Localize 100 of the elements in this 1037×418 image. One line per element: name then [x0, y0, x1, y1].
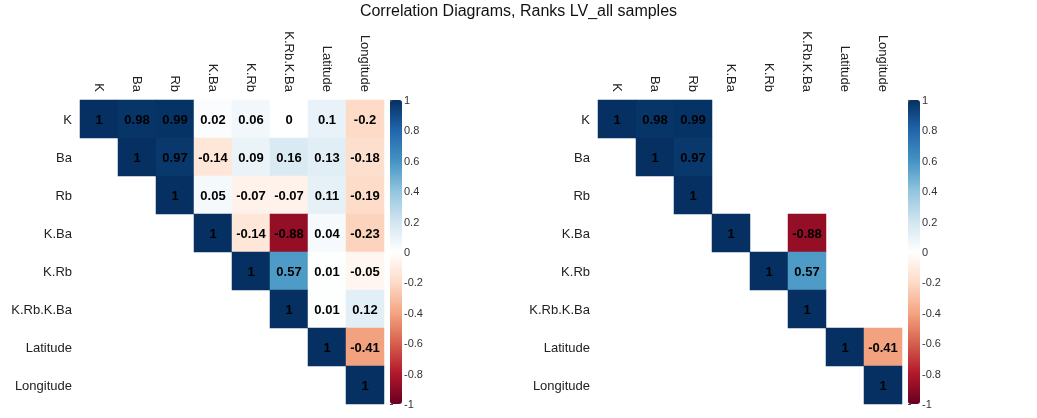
data-label: 0.98 — [642, 111, 668, 127]
data-label: -0.88 — [274, 225, 304, 241]
color-bar-label: 1 — [404, 94, 411, 106]
data-label: 1 — [803, 301, 811, 317]
color-bar-label: 0.8 — [404, 124, 420, 137]
data-label: -0.23 — [350, 225, 380, 241]
data-label: -0.41 — [868, 339, 898, 355]
color-bar-label: 0.4 — [404, 185, 420, 198]
data-label: 0.02 — [200, 111, 226, 127]
data-label: 1 — [879, 377, 887, 393]
color-bar-label: -0.8 — [922, 367, 941, 380]
data-label: -0.14 — [236, 225, 267, 241]
x-tick-label: K — [609, 83, 625, 93]
y-tick-label: Latitude — [25, 339, 72, 355]
color-bar-label: 0 — [922, 246, 929, 258]
y-tick-label: K.Rb.K.Ba — [11, 301, 73, 317]
data-label: 0.97 — [680, 149, 706, 165]
data-label: 1 — [247, 263, 255, 279]
y-tick-label: Rb — [573, 187, 590, 203]
data-label: 1 — [171, 187, 179, 203]
data-label: 1 — [613, 111, 621, 127]
data-label: -0.14 — [198, 149, 229, 165]
color-bar-label: 0.2 — [922, 215, 938, 228]
x-tick-label: Latitude — [837, 45, 853, 92]
data-label: 0.06 — [238, 111, 264, 127]
x-tick-label: K.Ba — [205, 63, 221, 93]
y-tick-label: Ba — [56, 149, 73, 165]
data-label: 1 — [361, 377, 369, 393]
x-tick-label: Longitude — [357, 34, 373, 92]
data-label: 0.1 — [317, 111, 337, 127]
y-tick-label: K.Ba — [43, 225, 73, 241]
y-tick-label: K.Rb.K.Ba — [529, 301, 591, 317]
x-tick-label: K.Rb — [761, 63, 777, 92]
y-tick-label: Latitude — [543, 339, 590, 355]
y-tick-label: K.Ba — [561, 225, 591, 241]
color-bar-label: 0.2 — [404, 215, 420, 228]
x-tick-label: Latitude — [319, 45, 335, 92]
data-label: -0.19 — [350, 187, 380, 203]
data-label: 0.16 — [276, 149, 302, 165]
y-tick-label: K.Rb — [561, 263, 590, 279]
data-label: -0.07 — [236, 187, 266, 203]
data-label: 1 — [323, 339, 331, 355]
color-bar-label: -0.4 — [404, 306, 423, 319]
y-tick-label: K — [581, 111, 591, 127]
data-label: -0.05 — [350, 263, 380, 279]
data-label: -0.2 — [353, 111, 377, 127]
data-label: 1 — [651, 149, 659, 165]
x-tick-label: K.Rb.K.Ba — [281, 31, 297, 93]
color-bar-label: -0.2 — [922, 276, 941, 289]
data-label: 0.09 — [238, 149, 264, 165]
data-label: 0.01 — [314, 263, 340, 279]
data-label: 0.98 — [124, 111, 150, 127]
x-tick-label: K — [91, 83, 107, 93]
data-label: 1 — [689, 187, 697, 203]
color-bar-label: 0.6 — [404, 154, 420, 167]
x-tick-label: Longitude — [875, 34, 891, 92]
data-label: 1 — [841, 339, 849, 355]
data-label: 0.99 — [680, 111, 706, 127]
data-label: 0.57 — [794, 263, 820, 279]
x-tick-label: Rb — [167, 75, 183, 92]
y-tick-label: Longitude — [14, 377, 72, 393]
data-label: 1 — [95, 111, 103, 127]
x-tick-label: K.Rb.K.Ba — [799, 31, 815, 93]
y-tick-label: Rb — [55, 187, 72, 203]
x-tick-label: Ba — [129, 76, 145, 93]
data-label: 0.11 — [314, 187, 340, 203]
data-label: 0.57 — [276, 263, 302, 279]
color-bar-label: 1 — [922, 94, 929, 106]
text: Correlation Diagrams, Ranks LV_all samples — [358, 2, 679, 20]
data-label: -0.88 — [792, 225, 822, 241]
y-tick-label: K.Rb — [43, 263, 72, 279]
data-label: 0.12 — [352, 301, 378, 317]
data-label: -0.18 — [350, 149, 380, 165]
color-bar-label: -1 — [404, 398, 414, 410]
data-label: 0 — [285, 111, 293, 127]
color-bar-label: -0.2 — [404, 276, 423, 289]
y-tick-label: Ba — [574, 149, 591, 165]
data-label: 0.05 — [200, 187, 226, 203]
x-tick-label: K.Rb — [243, 63, 259, 92]
color-bar-label: 0 — [404, 246, 411, 258]
data-label: 1 — [765, 263, 773, 279]
color-bar-label: -1 — [922, 398, 932, 410]
color-bar-label: 0.8 — [922, 124, 938, 137]
data-label: 0.97 — [162, 149, 188, 165]
color-bar-label: 0.4 — [922, 185, 938, 198]
y-tick-label: Longitude — [532, 377, 590, 393]
x-tick-label: K.Ba — [723, 63, 739, 93]
x-tick-label: Rb — [685, 75, 701, 92]
color-bar-label: 0.6 — [922, 154, 938, 167]
data-label: 1 — [133, 149, 141, 165]
data-label: 1 — [727, 225, 735, 241]
data-label: 0.13 — [314, 149, 340, 165]
data-label: 0.04 — [314, 225, 341, 241]
color-bar-label: -0.4 — [922, 306, 941, 319]
data-label: 1 — [285, 301, 293, 317]
data-label: 1 — [209, 225, 217, 241]
y-tick-label: K — [63, 111, 73, 127]
color-bar-label: -0.8 — [404, 367, 423, 380]
data-label: 0.01 — [314, 301, 340, 317]
data-label: -0.41 — [350, 339, 380, 355]
